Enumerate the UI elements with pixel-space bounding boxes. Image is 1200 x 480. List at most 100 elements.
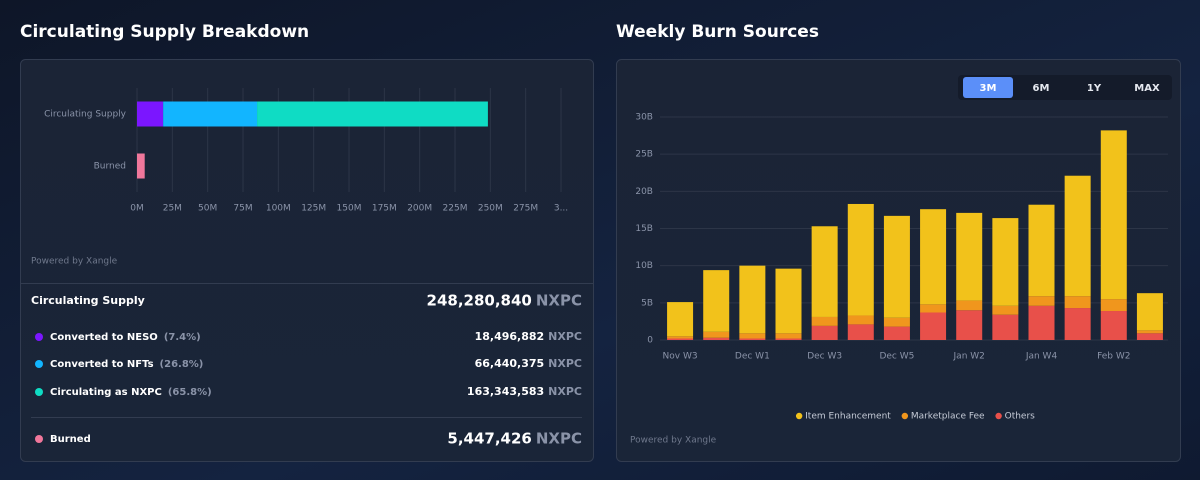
bar-segment (667, 336, 694, 339)
legend: Item Enhancement Marketplace Fee Others (795, 412, 1036, 422)
legend-swatch (35, 435, 43, 443)
amount: 248,280,840 (427, 292, 532, 310)
legend-swatch (995, 412, 1002, 420)
bar-segment (992, 314, 1019, 340)
bar-segment (1136, 330, 1163, 334)
x-tick-label: 275M (513, 204, 538, 214)
range-button[interactable]: 3M (980, 83, 997, 94)
y-tick-label: 30B (635, 113, 653, 123)
x-tick-label: 175M (372, 204, 397, 214)
summary-table: Circulating Supply NXPC 248,280,840 Convert… (31, 292, 582, 448)
legend-swatch (901, 412, 909, 420)
bar-segment (667, 338, 694, 340)
y-tick-label: 20B (635, 187, 653, 197)
x-tick-label: 225M (443, 204, 468, 214)
x-tick-label: 0M (130, 204, 144, 214)
bar-segment (703, 337, 730, 340)
bar-segment (920, 312, 947, 340)
x-tick-label: 25M (163, 204, 182, 214)
row-label: Converted to NESO (50, 332, 158, 343)
x-tick-label: 125M (301, 204, 326, 214)
bar-segment (1100, 311, 1127, 340)
amount: 66,440,375 (475, 357, 545, 370)
bar-segment (920, 209, 947, 305)
bar-segment (883, 215, 910, 318)
y-tick-label: 5B (641, 298, 653, 308)
left-panel (20, 59, 594, 462)
bar-segment (920, 304, 947, 313)
bar-segment (137, 153, 145, 179)
row-label: Burned (50, 434, 91, 445)
legend-swatch (35, 388, 43, 396)
active-button[interactable] (963, 77, 1013, 98)
bar-segment (739, 333, 766, 339)
bar-segment (1100, 130, 1127, 300)
x-tick-label: Feb W2 (1097, 352, 1130, 362)
bar-segment (1136, 293, 1163, 331)
bar-segment (703, 331, 730, 338)
y-tick-label: Circulating Supply (44, 110, 127, 120)
x-tick-label: Nov W3 (663, 352, 698, 362)
y-tick-label: 25B (635, 150, 653, 160)
row-label: Circulating as NXPC (50, 387, 162, 398)
bar-segment (137, 101, 164, 127)
bar-segment (847, 203, 874, 316)
x-tick-label: 200M (407, 204, 432, 214)
bar-segment (667, 302, 694, 337)
x-tick-label: 250M (478, 204, 503, 214)
bar-segment (1028, 305, 1055, 340)
x-tick-label: Dec W3 (807, 352, 842, 362)
legend-swatch (795, 412, 803, 420)
bar-segment (811, 316, 838, 326)
x-tick-label: Jan W2 (953, 352, 985, 362)
row-label: Converted to NFTs (50, 359, 154, 370)
right-title: Weekly Burn Sources (616, 22, 819, 42)
summary-label: Circulating Supply (31, 294, 145, 307)
unit: NXPC (536, 430, 582, 448)
bar-segment (883, 317, 910, 327)
row-percent: (65.8%) (168, 387, 212, 398)
powered-by: Powered by Xangle (630, 436, 717, 446)
bar-segment (775, 333, 802, 339)
bar-segment (163, 101, 258, 127)
y-tick-label: 10B (635, 261, 653, 271)
bar-segment (739, 338, 766, 340)
row-percent: (7.4%) (164, 332, 201, 343)
bar-segment (956, 310, 983, 340)
legend-swatch (35, 333, 43, 341)
amount: 18,496,882 (475, 330, 545, 343)
bar-segment (992, 218, 1019, 306)
bar-segment (1064, 308, 1091, 340)
x-tick-label: 100M (266, 204, 291, 214)
bar-segment (257, 101, 488, 127)
x-tick-label: 3... (554, 204, 568, 214)
bar-segment (703, 270, 730, 332)
bar-segment (847, 324, 874, 340)
amount: 163,343,583 (467, 385, 544, 398)
row-percent: (26.8%) (160, 359, 204, 370)
bar-segment (811, 226, 838, 317)
legend-label: Marketplace Fee (911, 412, 985, 422)
bar-segment (1028, 296, 1055, 306)
bar-segment (992, 305, 1019, 315)
bar-segment (956, 212, 983, 301)
bar-segment (775, 268, 802, 334)
x-tick-label: Dec W1 (735, 352, 770, 362)
range-button[interactable]: 6M (1033, 83, 1050, 94)
y-tick-label: 15B (635, 224, 653, 234)
x-tick-label: Jan W4 (1025, 352, 1058, 362)
bar-segment (847, 315, 874, 325)
bar-segment (1136, 333, 1163, 340)
bar-segment (775, 338, 802, 340)
bar-segment (739, 265, 766, 334)
bar-segment (1064, 175, 1091, 297)
range-button[interactable]: MAX (1134, 83, 1160, 94)
bar-segment (1064, 296, 1091, 309)
x-tick-label: 75M (233, 204, 252, 214)
legend-label: Others (1005, 412, 1036, 422)
range-button[interactable]: 1Y (1087, 83, 1102, 94)
legend-label: Item Enhancement (805, 412, 891, 422)
bar-segment (883, 326, 910, 340)
bar-segment (1028, 204, 1055, 297)
